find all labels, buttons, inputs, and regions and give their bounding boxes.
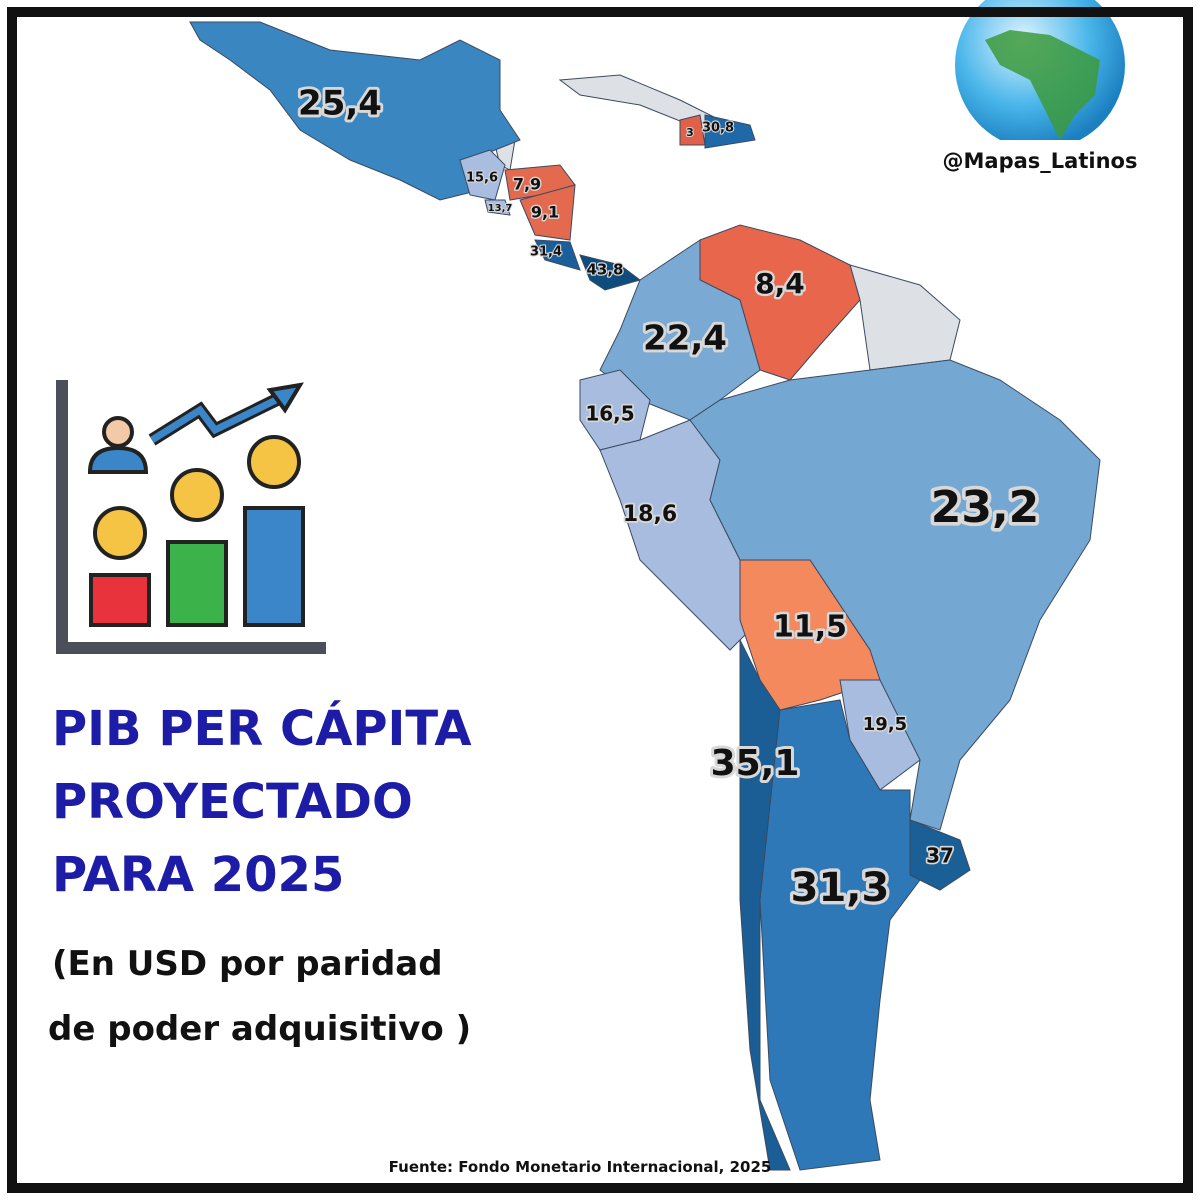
icon-bar: [243, 506, 305, 627]
source: Fuente: Fondo Monetario Internacional, 2…: [389, 1158, 772, 1176]
title-line: PROYECTADO: [52, 774, 413, 830]
country: [704, 114, 756, 149]
country-label: 31,4: [530, 245, 562, 260]
country-label: 35,1: [711, 743, 800, 784]
country-label: 22,4: [643, 319, 727, 359]
country-label: 31,3: [791, 865, 890, 911]
title-line: PIB PER CÁPITA: [52, 700, 472, 757]
country-label: 8,4: [755, 267, 805, 300]
country-label: 25,4: [298, 84, 382, 124]
country-label: 37: [926, 844, 954, 868]
country: [739, 559, 881, 711]
country: [759, 699, 941, 1171]
country: [459, 149, 506, 201]
map: [189, 21, 1101, 1171]
country: [909, 819, 971, 891]
icon-person: [87, 445, 149, 474]
icon-person: [102, 416, 134, 448]
country: [579, 254, 642, 291]
country-label: 13,7: [488, 203, 513, 214]
country-label: 3: [686, 126, 694, 139]
icon-coin: [247, 435, 301, 489]
country: [534, 239, 581, 271]
country-label: 7,9: [513, 175, 541, 194]
country-label: 16,5: [585, 402, 634, 426]
country-label: 15,6: [466, 171, 498, 186]
map-labels: 25,4 3 30,8 15,6 7,913,7 9,1 31,4 43,8 8,4 22,4 16…: [295, 81, 1043, 915]
country-label: 18,6: [623, 502, 677, 527]
icon-arrow: [266, 382, 304, 414]
country-label: 23,2: [931, 482, 1040, 533]
icon-bar: [166, 540, 228, 627]
country: [484, 199, 511, 216]
icon-axes: [56, 380, 326, 654]
country-label: 43,8: [586, 261, 623, 279]
icon-bar: [89, 573, 151, 627]
globe-land: [985, 30, 1100, 140]
chart-icon: [56, 380, 326, 654]
subtitle-line: (En USD por paridad: [52, 944, 443, 984]
title-line: PARA 2025: [52, 847, 344, 903]
frame: [7, 7, 1193, 1193]
handle: @Mapas_Latinos: [943, 149, 1138, 173]
country-label: 9,1: [531, 203, 559, 222]
country: [839, 679, 921, 791]
country: [739, 639, 791, 1171]
country-label: 30,8: [702, 121, 734, 136]
country-label: 19,5: [863, 714, 907, 735]
subtitle-line: de poder adquisitivo ): [48, 1009, 471, 1049]
icon-arrow: [150, 394, 282, 443]
icon-coin: [170, 468, 224, 522]
country-label: 11,5: [773, 610, 847, 645]
handle-bg: [900, 140, 1180, 180]
icon-coin: [93, 506, 147, 560]
country: [519, 184, 576, 241]
